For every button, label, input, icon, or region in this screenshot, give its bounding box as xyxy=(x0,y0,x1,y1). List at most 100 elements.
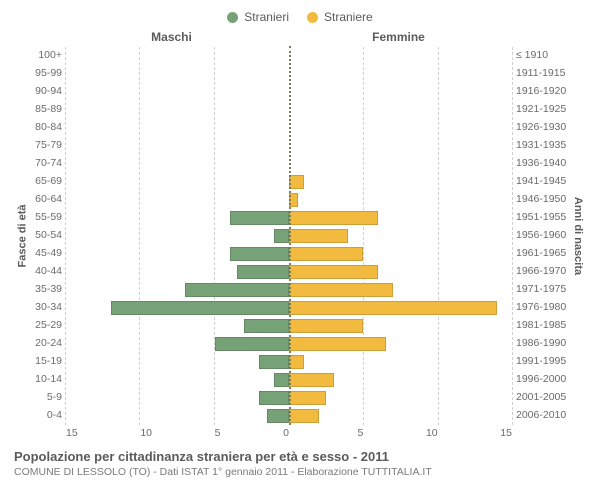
female-bar xyxy=(289,175,304,189)
bar-row xyxy=(289,407,512,425)
swatch-female xyxy=(307,12,318,23)
age-label: 20-24 xyxy=(30,334,62,352)
bar-row xyxy=(66,281,289,299)
female-bar xyxy=(289,301,497,315)
x-ticks-left: 151050 xyxy=(66,427,289,439)
bar-row xyxy=(289,47,512,65)
female-bar xyxy=(289,337,386,351)
bar-row xyxy=(289,173,512,191)
male-bar xyxy=(215,337,289,351)
age-label: 85-89 xyxy=(30,100,62,118)
birth-label: 1941-1945 xyxy=(516,172,570,190)
male-bar xyxy=(111,301,289,315)
female-half xyxy=(289,46,512,425)
age-label: 0-4 xyxy=(30,406,62,424)
birth-label: 1936-1940 xyxy=(516,154,570,172)
female-bar xyxy=(289,211,378,225)
birth-label: 1946-1950 xyxy=(516,190,570,208)
female-bar xyxy=(289,229,348,243)
bar-row xyxy=(289,137,512,155)
male-bar xyxy=(244,319,289,333)
population-pyramid: Fasce di età 100+95-9990-9485-8980-8475-… xyxy=(14,46,586,425)
age-label: 55-59 xyxy=(30,208,62,226)
bar-row xyxy=(289,353,512,371)
bar-row xyxy=(66,407,289,425)
x-tick: 15 xyxy=(66,427,78,439)
bar-row xyxy=(289,155,512,173)
birth-label: 1916-1920 xyxy=(516,82,570,100)
legend-label-female: Straniere xyxy=(324,10,373,24)
birth-label: 2006-2010 xyxy=(516,406,570,424)
legend: Stranieri Straniere xyxy=(14,10,586,24)
bar-row xyxy=(289,317,512,335)
age-label: 70-74 xyxy=(30,154,62,172)
male-bar xyxy=(237,265,289,279)
column-headers: Maschi Femmine xyxy=(14,30,586,44)
bar-row xyxy=(66,263,289,281)
x-ticks-right: 051015 xyxy=(289,427,512,439)
birth-label: 1966-1970 xyxy=(516,262,570,280)
header-female: Femmine xyxy=(285,30,512,44)
bar-row xyxy=(289,227,512,245)
bar-row xyxy=(66,137,289,155)
age-label: 60-64 xyxy=(30,190,62,208)
bar-row xyxy=(289,245,512,263)
x-tick: 10 xyxy=(140,427,152,439)
legend-label-male: Stranieri xyxy=(244,10,289,24)
male-bar xyxy=(230,247,289,261)
header-male: Maschi xyxy=(58,30,285,44)
birth-label: 1911-1915 xyxy=(516,64,570,82)
bar-row xyxy=(66,47,289,65)
female-bar xyxy=(289,355,304,369)
age-label: 100+ xyxy=(30,46,62,64)
male-bar xyxy=(185,283,289,297)
bar-row xyxy=(289,299,512,317)
male-bar xyxy=(259,391,289,405)
birth-label: 1996-2000 xyxy=(516,370,570,388)
male-bar xyxy=(274,229,289,243)
bar-row xyxy=(289,371,512,389)
age-label: 25-29 xyxy=(30,316,62,334)
age-label: 30-34 xyxy=(30,298,62,316)
female-bar xyxy=(289,409,319,423)
age-label: 5-9 xyxy=(30,388,62,406)
bar-row xyxy=(66,65,289,83)
birth-label: 2001-2005 xyxy=(516,388,570,406)
x-axis: 151050 051015 xyxy=(14,427,586,439)
chart-title: Popolazione per cittadinanza straniera p… xyxy=(14,449,586,464)
male-bar xyxy=(274,373,289,387)
center-line xyxy=(289,46,291,425)
chart-subtitle: COMUNE DI LESSOLO (TO) - Dati ISTAT 1° g… xyxy=(14,466,586,478)
male-bar xyxy=(259,355,289,369)
age-label: 15-19 xyxy=(30,352,62,370)
age-label: 95-99 xyxy=(30,64,62,82)
bar-row xyxy=(289,281,512,299)
bar-row xyxy=(66,317,289,335)
x-tick: 5 xyxy=(357,427,363,439)
bar-row xyxy=(289,119,512,137)
age-label: 65-69 xyxy=(30,172,62,190)
bar-row xyxy=(66,209,289,227)
swatch-male xyxy=(227,12,238,23)
legend-item-female: Straniere xyxy=(307,10,373,24)
y-axis-right-title: Anni di nascita xyxy=(570,46,586,425)
bar-row xyxy=(66,191,289,209)
chart-footer: Popolazione per cittadinanza straniera p… xyxy=(14,449,586,478)
bar-row xyxy=(66,371,289,389)
birth-label: 1971-1975 xyxy=(516,280,570,298)
birth-label: 1921-1925 xyxy=(516,100,570,118)
bar-row xyxy=(66,353,289,371)
x-tick: 15 xyxy=(500,427,512,439)
age-label: 10-14 xyxy=(30,370,62,388)
bar-row xyxy=(66,119,289,137)
bar-row xyxy=(289,263,512,281)
bar-row xyxy=(289,101,512,119)
bar-row xyxy=(66,335,289,353)
male-half xyxy=(66,46,289,425)
female-bar xyxy=(289,265,378,279)
bar-row xyxy=(66,227,289,245)
gridline xyxy=(512,47,513,425)
birth-label: 1956-1960 xyxy=(516,226,570,244)
birth-label: 1961-1965 xyxy=(516,244,570,262)
age-label: 40-44 xyxy=(30,262,62,280)
